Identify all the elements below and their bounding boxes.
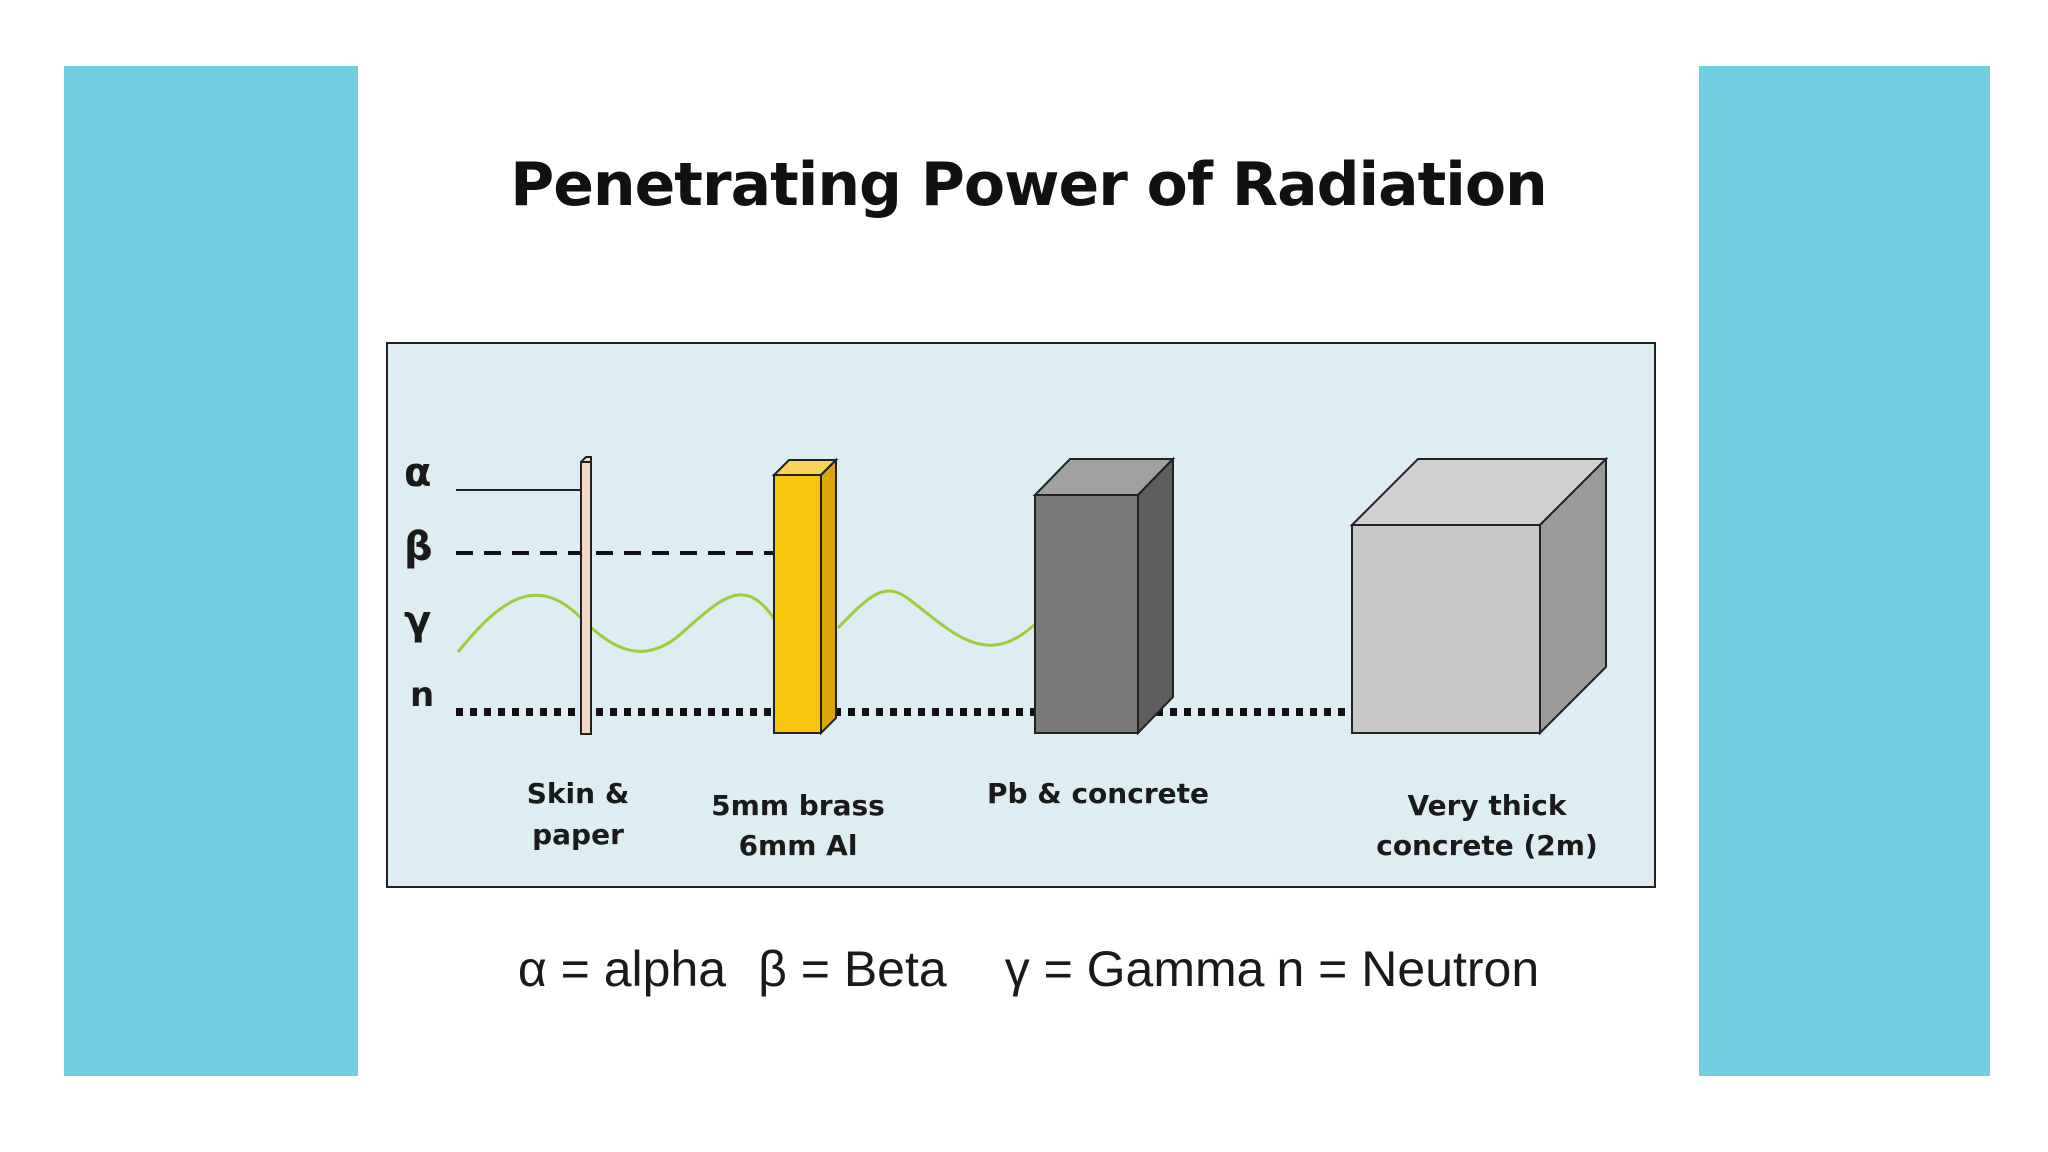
alpha-symbol: α: [404, 450, 431, 496]
concrete-barrier: [1349, 456, 1609, 736]
symbol-legend: α = alpha β = Beta γ = Gamma n = Neutron: [358, 940, 1699, 998]
barrier-label-concrete-line2: concrete (2m): [1376, 829, 1598, 862]
barrier-label-concrete-line1: Very thick: [1407, 789, 1567, 822]
legend-beta: β = Beta: [758, 941, 947, 997]
gamma-symbol: γ: [404, 598, 431, 644]
barrier-label-brass-line2: 6mm Al: [739, 829, 858, 862]
legend-gamma: γ = Gamma: [1004, 941, 1265, 997]
legend-neutron: n = Neutron: [1276, 941, 1540, 997]
lead-barrier: [1032, 456, 1176, 736]
legend-alpha: α = alpha: [517, 941, 727, 997]
gamma-ray: [456, 589, 1036, 653]
beta-symbol: β: [404, 524, 433, 570]
skin-barrier: [580, 456, 592, 735]
brass-barrier: [771, 457, 839, 736]
slide-title: Penetrating Power of Radiation: [510, 150, 1548, 220]
barrier-label-lead-line1: Pb & concrete: [987, 777, 1209, 810]
neutron-symbol: n: [410, 675, 434, 715]
barrier-label-brass-line1: 5mm brass: [711, 789, 885, 822]
barrier-label-skin-line2: paper: [532, 818, 624, 851]
barrier-label-skin-line1: Skin &: [527, 777, 629, 810]
